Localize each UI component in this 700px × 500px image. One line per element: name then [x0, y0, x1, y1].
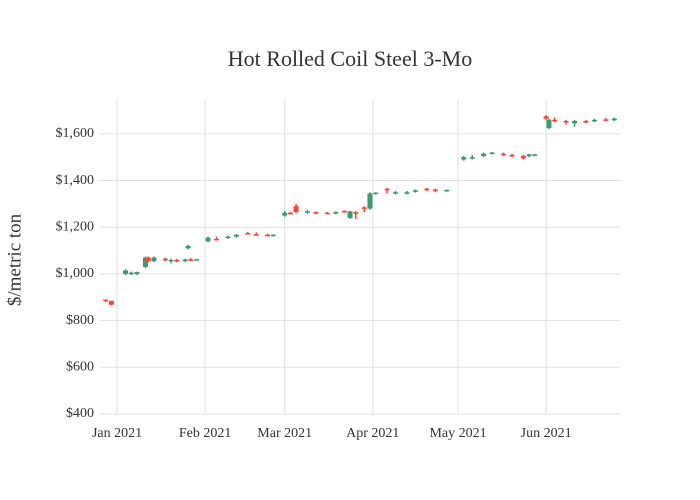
candle-body — [313, 212, 319, 214]
candle-body — [214, 238, 220, 241]
candle-body — [270, 234, 276, 237]
candle-body — [591, 119, 597, 122]
candle-body — [546, 119, 552, 129]
candle-body — [287, 212, 293, 215]
candle-body — [188, 259, 194, 261]
candle-body — [361, 207, 367, 209]
candle-body — [572, 121, 578, 124]
y-tick-label: $600 — [66, 360, 94, 375]
candle-body — [532, 154, 538, 156]
candle-body — [526, 154, 532, 157]
candle-body — [103, 299, 109, 302]
candle-body — [205, 237, 211, 242]
y-tick-label: $800 — [66, 313, 94, 328]
y-tick-label: $400 — [66, 406, 94, 421]
candle-body — [245, 233, 251, 235]
candle-body — [123, 270, 129, 274]
candle-body — [461, 157, 467, 160]
candle-body — [367, 193, 373, 209]
candle-body — [145, 257, 151, 262]
x-tick-label: Jun 2021 — [521, 426, 572, 441]
candle-body — [481, 153, 487, 157]
candle-body — [520, 156, 526, 159]
candle-body — [293, 206, 299, 213]
candle-body — [384, 188, 390, 191]
candle-body — [282, 212, 288, 216]
candle-body — [324, 212, 330, 215]
candle-body — [174, 259, 180, 262]
y-tick-label: $1,200 — [56, 219, 95, 234]
candle-body — [552, 119, 558, 122]
candle-body — [393, 192, 399, 194]
candle-body — [162, 258, 168, 261]
candle-body — [583, 121, 589, 123]
candle-body — [353, 212, 359, 214]
candle-body — [404, 192, 410, 194]
candle-body — [412, 190, 418, 192]
candle-body — [128, 272, 134, 275]
candle-body — [185, 245, 191, 249]
candle-body — [543, 116, 549, 119]
candle-body — [563, 121, 569, 123]
x-tick-label: May 2021 — [429, 426, 486, 441]
candle-body — [509, 154, 515, 157]
candle-body — [151, 257, 157, 262]
candle-body — [233, 234, 239, 237]
candle-body — [182, 259, 188, 262]
candle-body — [347, 211, 353, 218]
candle-body — [432, 189, 438, 191]
candle-body — [469, 157, 475, 159]
candle-body — [168, 259, 174, 262]
candle-body — [500, 153, 506, 156]
candle-body — [194, 259, 200, 261]
x-tick-label: Apr 2021 — [346, 426, 399, 441]
x-tick-label: Mar 2021 — [257, 426, 312, 441]
candle-body — [142, 257, 148, 267]
y-tick-label: $1,000 — [56, 266, 95, 281]
candle-body — [373, 192, 379, 195]
candle-body — [225, 236, 231, 239]
y-tick-label: $1,400 — [56, 173, 95, 188]
candle-body — [424, 188, 430, 191]
candle-body — [253, 234, 259, 236]
y-tick-label: $1,600 — [56, 126, 95, 141]
candle-body — [341, 210, 347, 213]
candle-body — [108, 300, 114, 305]
candle-body — [444, 189, 450, 192]
x-tick-label: Jan 2021 — [92, 426, 142, 441]
y-axis-label: $/metric ton — [4, 213, 25, 306]
candle-body — [489, 152, 495, 155]
candle-body — [265, 234, 271, 237]
x-tick-label: Feb 2021 — [179, 426, 232, 441]
candle-body — [611, 118, 617, 121]
candle-body — [603, 119, 609, 121]
chart-title: Hot Rolled Coil Steel 3-Mo — [228, 46, 472, 71]
candle-body — [333, 212, 339, 214]
candle-body — [134, 272, 140, 274]
candle-body — [304, 211, 310, 213]
